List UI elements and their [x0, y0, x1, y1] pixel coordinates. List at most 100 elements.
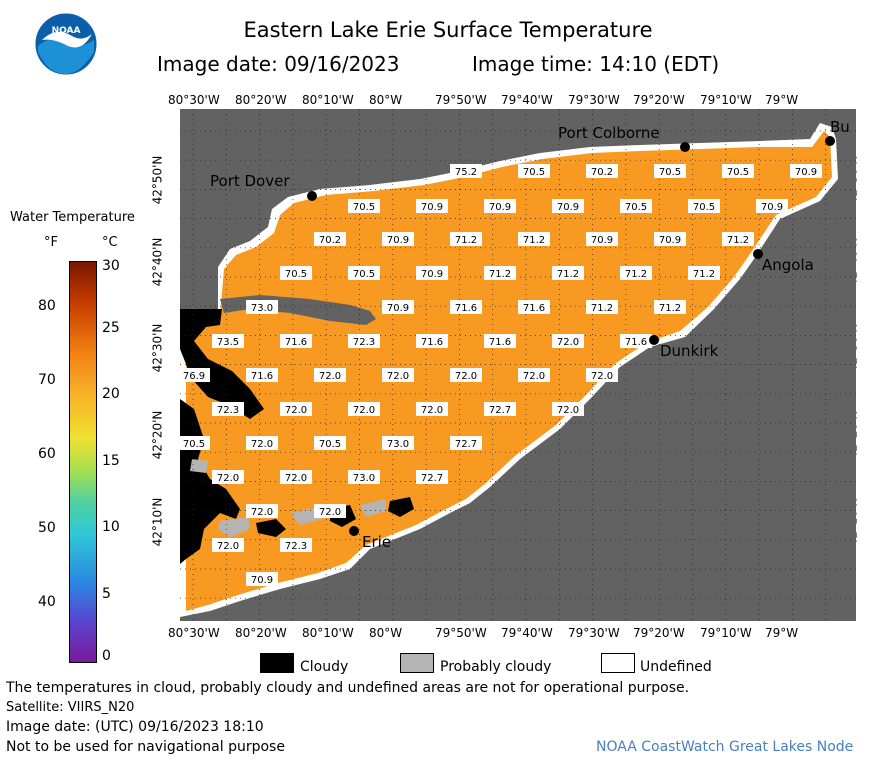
- temp-label: 71.2: [557, 269, 579, 280]
- place-name: Port Colborne: [558, 124, 660, 142]
- temp-label: 70.9: [387, 235, 409, 246]
- temp-label: 71.2: [523, 235, 545, 246]
- temp-label: 72.0: [557, 337, 579, 348]
- temp-label-bg: [586, 368, 618, 382]
- lon-label-top: 80°W: [369, 93, 403, 107]
- temp-label: 70.5: [523, 167, 545, 178]
- temp-label-bg: [484, 334, 516, 348]
- image-time: Image time: 14:10 (EDT): [472, 52, 720, 76]
- temp-label-bg: [756, 199, 788, 213]
- noaa-logo: NOAA: [34, 12, 98, 76]
- temp-label-bg: [518, 368, 550, 382]
- temp-label-bg: [586, 232, 618, 246]
- lon-label-top: 79°10'W: [700, 93, 752, 107]
- image-date: Image date: 09/16/2023: [157, 52, 400, 76]
- lon-label-bottom: 79°10'W: [700, 626, 752, 640]
- temp-label: 71.2: [659, 303, 681, 314]
- temp-label: 72.0: [217, 473, 239, 484]
- probably-cloudy-label: Probably cloudy: [440, 659, 552, 675]
- f-tick: 40: [38, 594, 56, 610]
- satellite: Satellite: VIIRS_N20: [6, 700, 135, 715]
- lon-label-bottom: 80°30'W: [168, 626, 220, 640]
- temp-label: 70.9: [591, 235, 613, 246]
- temp-label-bg: [450, 300, 482, 314]
- temp-label-bg: [246, 300, 278, 314]
- temp-label-bg: [348, 199, 380, 213]
- temp-label-bg: [348, 266, 380, 280]
- temp-label: 70.9: [251, 575, 273, 586]
- temp-label: 70.5: [693, 202, 715, 213]
- temp-label-bg: [620, 199, 652, 213]
- temp-label: 71.6: [455, 303, 477, 314]
- temp-label: 71.2: [625, 269, 647, 280]
- f-tick: 60: [38, 446, 56, 462]
- temp-label: 70.9: [795, 167, 817, 178]
- temp-label: 70.5: [727, 167, 749, 178]
- map-panel[interactable]: 75.2 70.5 70.2 70.5 70.5 70.9 70.5 70.9 70.9 70.9…: [180, 109, 856, 621]
- color-bar: [69, 261, 97, 663]
- temp-label-bg: [552, 402, 584, 416]
- temp-label: 71.2: [591, 303, 613, 314]
- c-tick: 25: [102, 320, 120, 336]
- place-dot: [349, 526, 359, 536]
- temp-label: 72.0: [523, 371, 545, 382]
- temp-label-bg: [280, 334, 312, 348]
- temp-label-bg: [212, 334, 244, 348]
- temp-label: 70.9: [659, 235, 681, 246]
- temp-label-bg: [586, 300, 618, 314]
- temp-label-bg: [212, 538, 244, 552]
- lon-label-bottom: 79°40'W: [501, 626, 553, 640]
- lat-label-left: 42°40'N: [150, 237, 165, 287]
- temp-label-bg: [518, 164, 550, 178]
- temp-label-bg: [212, 470, 244, 484]
- lon-label-bottom: 79°20'W: [633, 626, 685, 640]
- place-name: Port Dover: [210, 172, 290, 190]
- temp-label-bg: [348, 334, 380, 348]
- temperature-labels: 75.2 70.5 70.2 70.5 70.5 70.9 70.5 70.9 70.9 70.9…: [180, 164, 822, 586]
- temp-label: 71.6: [285, 337, 307, 348]
- lat-label-left: 42°10'N: [150, 497, 165, 547]
- cloud-west: [180, 309, 264, 419]
- temp-label: 76.9: [183, 371, 205, 382]
- unit-f: °F: [44, 235, 58, 250]
- temp-label-bg: [280, 402, 312, 416]
- place-name: Erie: [362, 533, 391, 551]
- temp-label: 73.5: [217, 337, 239, 348]
- temp-label-bg: [654, 164, 686, 178]
- temp-label-bg: [450, 368, 482, 382]
- temp-label: 71.2: [693, 269, 715, 280]
- temp-label-bg: [416, 199, 448, 213]
- temp-label-bg: [722, 232, 754, 246]
- legend-title: Water Temperature: [10, 210, 135, 225]
- logo-text: NOAA: [52, 26, 81, 36]
- map-title: Eastern Lake Erie Surface Temperature: [243, 18, 653, 42]
- lon-label-top: 80°20'W: [235, 93, 287, 107]
- undefined-label: Undefined: [640, 659, 712, 675]
- temp-label: 72.0: [251, 507, 273, 518]
- disclaimer: The temperatures in cloud, probably clou…: [6, 680, 690, 696]
- temp-label: 70.5: [659, 167, 681, 178]
- lon-label-top: 80°30'W: [168, 93, 220, 107]
- temp-label-bg: [314, 504, 346, 518]
- temp-label-bg: [654, 232, 686, 246]
- place-dot: [649, 335, 659, 345]
- temp-label-bg: [246, 504, 278, 518]
- temp-label: 73.0: [387, 439, 409, 450]
- temp-label: 70.5: [353, 202, 375, 213]
- lon-label-top: 80°10'W: [302, 93, 354, 107]
- temp-label: 72.0: [557, 405, 579, 416]
- temp-label: 70.9: [557, 202, 579, 213]
- temp-label-bg: [484, 402, 516, 416]
- f-tick: 50: [38, 520, 56, 536]
- temp-label-bg: [246, 436, 278, 450]
- temp-label: 71.6: [421, 337, 443, 348]
- temp-label: 72.3: [353, 337, 375, 348]
- temp-label: 73.0: [251, 303, 273, 314]
- temp-label-bg: [552, 334, 584, 348]
- temp-label: 72.7: [455, 439, 477, 450]
- temp-label: 70.5: [625, 202, 647, 213]
- temp-label-bg: [552, 199, 584, 213]
- temp-label: 71.6: [251, 371, 273, 382]
- temp-label-bg: [280, 470, 312, 484]
- lon-label-bottom: 79°30'W: [568, 626, 620, 640]
